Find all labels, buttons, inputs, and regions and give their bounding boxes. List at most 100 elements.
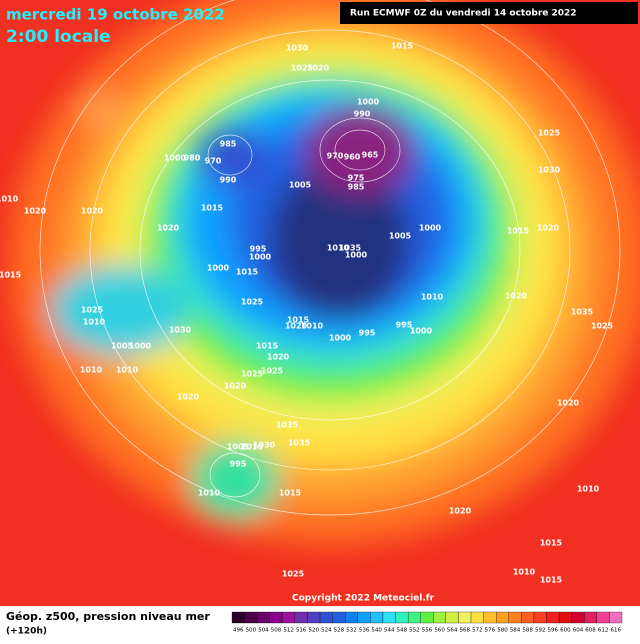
isobar-label: 1020 bbox=[307, 64, 330, 73]
isobar-label: 1025 bbox=[291, 64, 314, 73]
colorbar-label: 564 bbox=[447, 628, 458, 634]
isobar-label: 1025 bbox=[81, 306, 104, 315]
colorbar-label: 616 bbox=[610, 628, 621, 634]
isobar-label: 1020 bbox=[537, 224, 560, 233]
colorbar-label: 576 bbox=[485, 628, 496, 634]
isobar-label: 1020 bbox=[505, 292, 528, 301]
colorbar-swatch bbox=[571, 611, 585, 624]
isobar-label: 1030 bbox=[169, 326, 192, 335]
colorbar-label: 568 bbox=[459, 628, 470, 634]
isobar-label: 1020 bbox=[267, 353, 290, 362]
colorbar-label: 584 bbox=[510, 628, 521, 634]
copyright: Copyright 2022 Meteociel.fr bbox=[292, 594, 435, 604]
isobar-label: 1010 bbox=[301, 322, 324, 331]
colorbar-swatch bbox=[244, 611, 258, 624]
isobar-label: 1000 bbox=[164, 154, 187, 163]
colorbar-label: 588 bbox=[522, 628, 533, 634]
colorbar-label: 592 bbox=[535, 628, 546, 634]
colorbar-swatch bbox=[269, 611, 283, 624]
isobar-label: 1010 bbox=[513, 568, 536, 577]
isobar-label: 1030 bbox=[286, 44, 309, 53]
isobar-label: 1000 bbox=[249, 253, 272, 262]
isobar-label: 990 bbox=[354, 110, 371, 119]
isobar-label: 1020 bbox=[224, 382, 247, 391]
colorbar-swatch bbox=[294, 611, 308, 624]
colorbar-swatch bbox=[546, 611, 560, 624]
run-info: Run ECMWF 0Z du vendredi 14 octobre 2022 bbox=[350, 9, 577, 19]
colorbar-swatch bbox=[231, 611, 245, 624]
colorbar-label: 512 bbox=[283, 628, 294, 634]
isobar-label: 1000 bbox=[129, 342, 152, 351]
colorbar-swatch bbox=[521, 611, 535, 624]
isobar-label: 1015 bbox=[540, 576, 563, 585]
isobar-label: 1010 bbox=[327, 244, 350, 253]
colorbar-swatch bbox=[395, 611, 409, 624]
colorbar-label: 552 bbox=[409, 628, 420, 634]
isobar-label: 1020 bbox=[24, 207, 47, 216]
colorbar-swatch bbox=[458, 611, 472, 624]
isobar-label: 1025 bbox=[241, 370, 264, 379]
isobar-label: 1005 bbox=[111, 342, 134, 351]
colorbar-label: 572 bbox=[472, 628, 483, 634]
colorbar-label: 532 bbox=[346, 628, 357, 634]
isobar-label: 1035 bbox=[288, 439, 311, 448]
isobar-label: 1000 bbox=[345, 251, 368, 260]
colorbar-label: 540 bbox=[371, 628, 382, 634]
colorbar-label: 544 bbox=[384, 628, 395, 634]
isobar-label: 1015 bbox=[540, 539, 563, 548]
isobar-label: 990 bbox=[220, 176, 237, 185]
colorbar-swatch bbox=[382, 611, 396, 624]
isobar-label: 965 bbox=[362, 151, 379, 160]
isobar-label: 1020 bbox=[157, 224, 180, 233]
isobar-label: 1015 bbox=[279, 489, 302, 498]
colorbar-label: 516 bbox=[296, 628, 307, 634]
isobar-label: 1015 bbox=[287, 316, 310, 325]
isobar-label: 995 bbox=[359, 329, 376, 338]
isobar-label: 995 bbox=[230, 460, 247, 469]
colorbar-label: 608 bbox=[585, 628, 596, 634]
colorbar-swatch bbox=[332, 611, 346, 624]
isobar-label: 995 bbox=[396, 321, 413, 330]
colorbar-swatch bbox=[407, 611, 421, 624]
isobar-label: 1010 bbox=[198, 489, 221, 498]
colorbar-label: 508 bbox=[271, 628, 282, 634]
isobar-label: 1015 bbox=[201, 204, 224, 213]
isobar-label: 1020 bbox=[177, 393, 200, 402]
colorbar-label: 496 bbox=[233, 628, 244, 634]
colorbar-label: 500 bbox=[246, 628, 257, 634]
colorbar-label: 604 bbox=[573, 628, 584, 634]
colorbar-label: 600 bbox=[560, 628, 571, 634]
isobar-label: 1010 bbox=[83, 318, 106, 327]
colorbar-swatch bbox=[282, 611, 296, 624]
isobar-label: 1030 bbox=[538, 166, 561, 175]
colorbar-swatch bbox=[584, 611, 597, 624]
isobar-label: 1010 bbox=[421, 293, 444, 302]
isobar-label: 1025 bbox=[241, 298, 264, 307]
isobar-label: 1010 bbox=[80, 366, 103, 375]
isobar-label: 975 bbox=[348, 174, 365, 183]
isobar-label: 1020 bbox=[557, 399, 580, 408]
isobar-label: 1035 bbox=[339, 244, 362, 253]
isobar-label: 995 bbox=[250, 245, 267, 254]
colorbar-swatch bbox=[596, 611, 610, 624]
isobar-label: 985 bbox=[220, 140, 237, 149]
map-field bbox=[0, 0, 640, 606]
isobar-label: 1000 bbox=[207, 264, 230, 273]
isobar-label: 1005 bbox=[227, 443, 250, 452]
isobar-label: 1010 bbox=[577, 485, 600, 494]
footer-lead: (+120h) bbox=[6, 627, 47, 637]
colorbar: 496 500 504 508 512 516 520 524 528 532 536 540 544 5… bbox=[231, 611, 623, 634]
colorbar-label: 612 bbox=[598, 628, 609, 634]
footer-title: Géop. z500, pression niveau mer bbox=[6, 610, 210, 623]
isobar-label: 1015 bbox=[0, 271, 22, 280]
isobar-label: 970 bbox=[327, 152, 344, 161]
isobar-label: 1020 bbox=[285, 322, 308, 331]
isobar-label: 1015 bbox=[236, 268, 259, 277]
colorbar-swatch bbox=[445, 611, 459, 624]
colorbar-swatch bbox=[533, 611, 547, 624]
colorbar-swatch bbox=[345, 611, 358, 624]
isobar-label: 1005 bbox=[289, 181, 312, 190]
isobar-label: 960 bbox=[344, 153, 361, 162]
isobar-label: 1030 bbox=[253, 441, 276, 450]
